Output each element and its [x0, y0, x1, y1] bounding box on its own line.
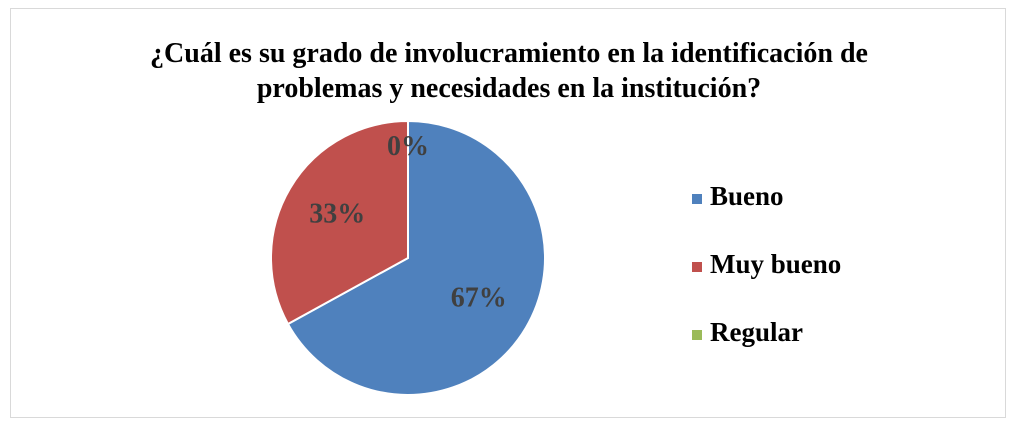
data-label: 67%: [451, 282, 507, 313]
legend-swatch: [692, 330, 702, 340]
legend-label: Bueno: [710, 181, 784, 211]
legend-swatch: [692, 194, 702, 204]
pie-slice: [286, 119, 546, 396]
legend-label: Regular: [710, 317, 803, 347]
data-label: 0%: [387, 131, 429, 162]
data-label: 33%: [309, 199, 365, 230]
legend-swatch: [692, 262, 702, 272]
chart-title: ¿Cuál es su grado de involucramiento en …: [150, 38, 868, 104]
chart-frame: [10, 8, 1006, 418]
pie-slice: [270, 119, 409, 326]
legend-label: Muy bueno: [710, 249, 841, 279]
